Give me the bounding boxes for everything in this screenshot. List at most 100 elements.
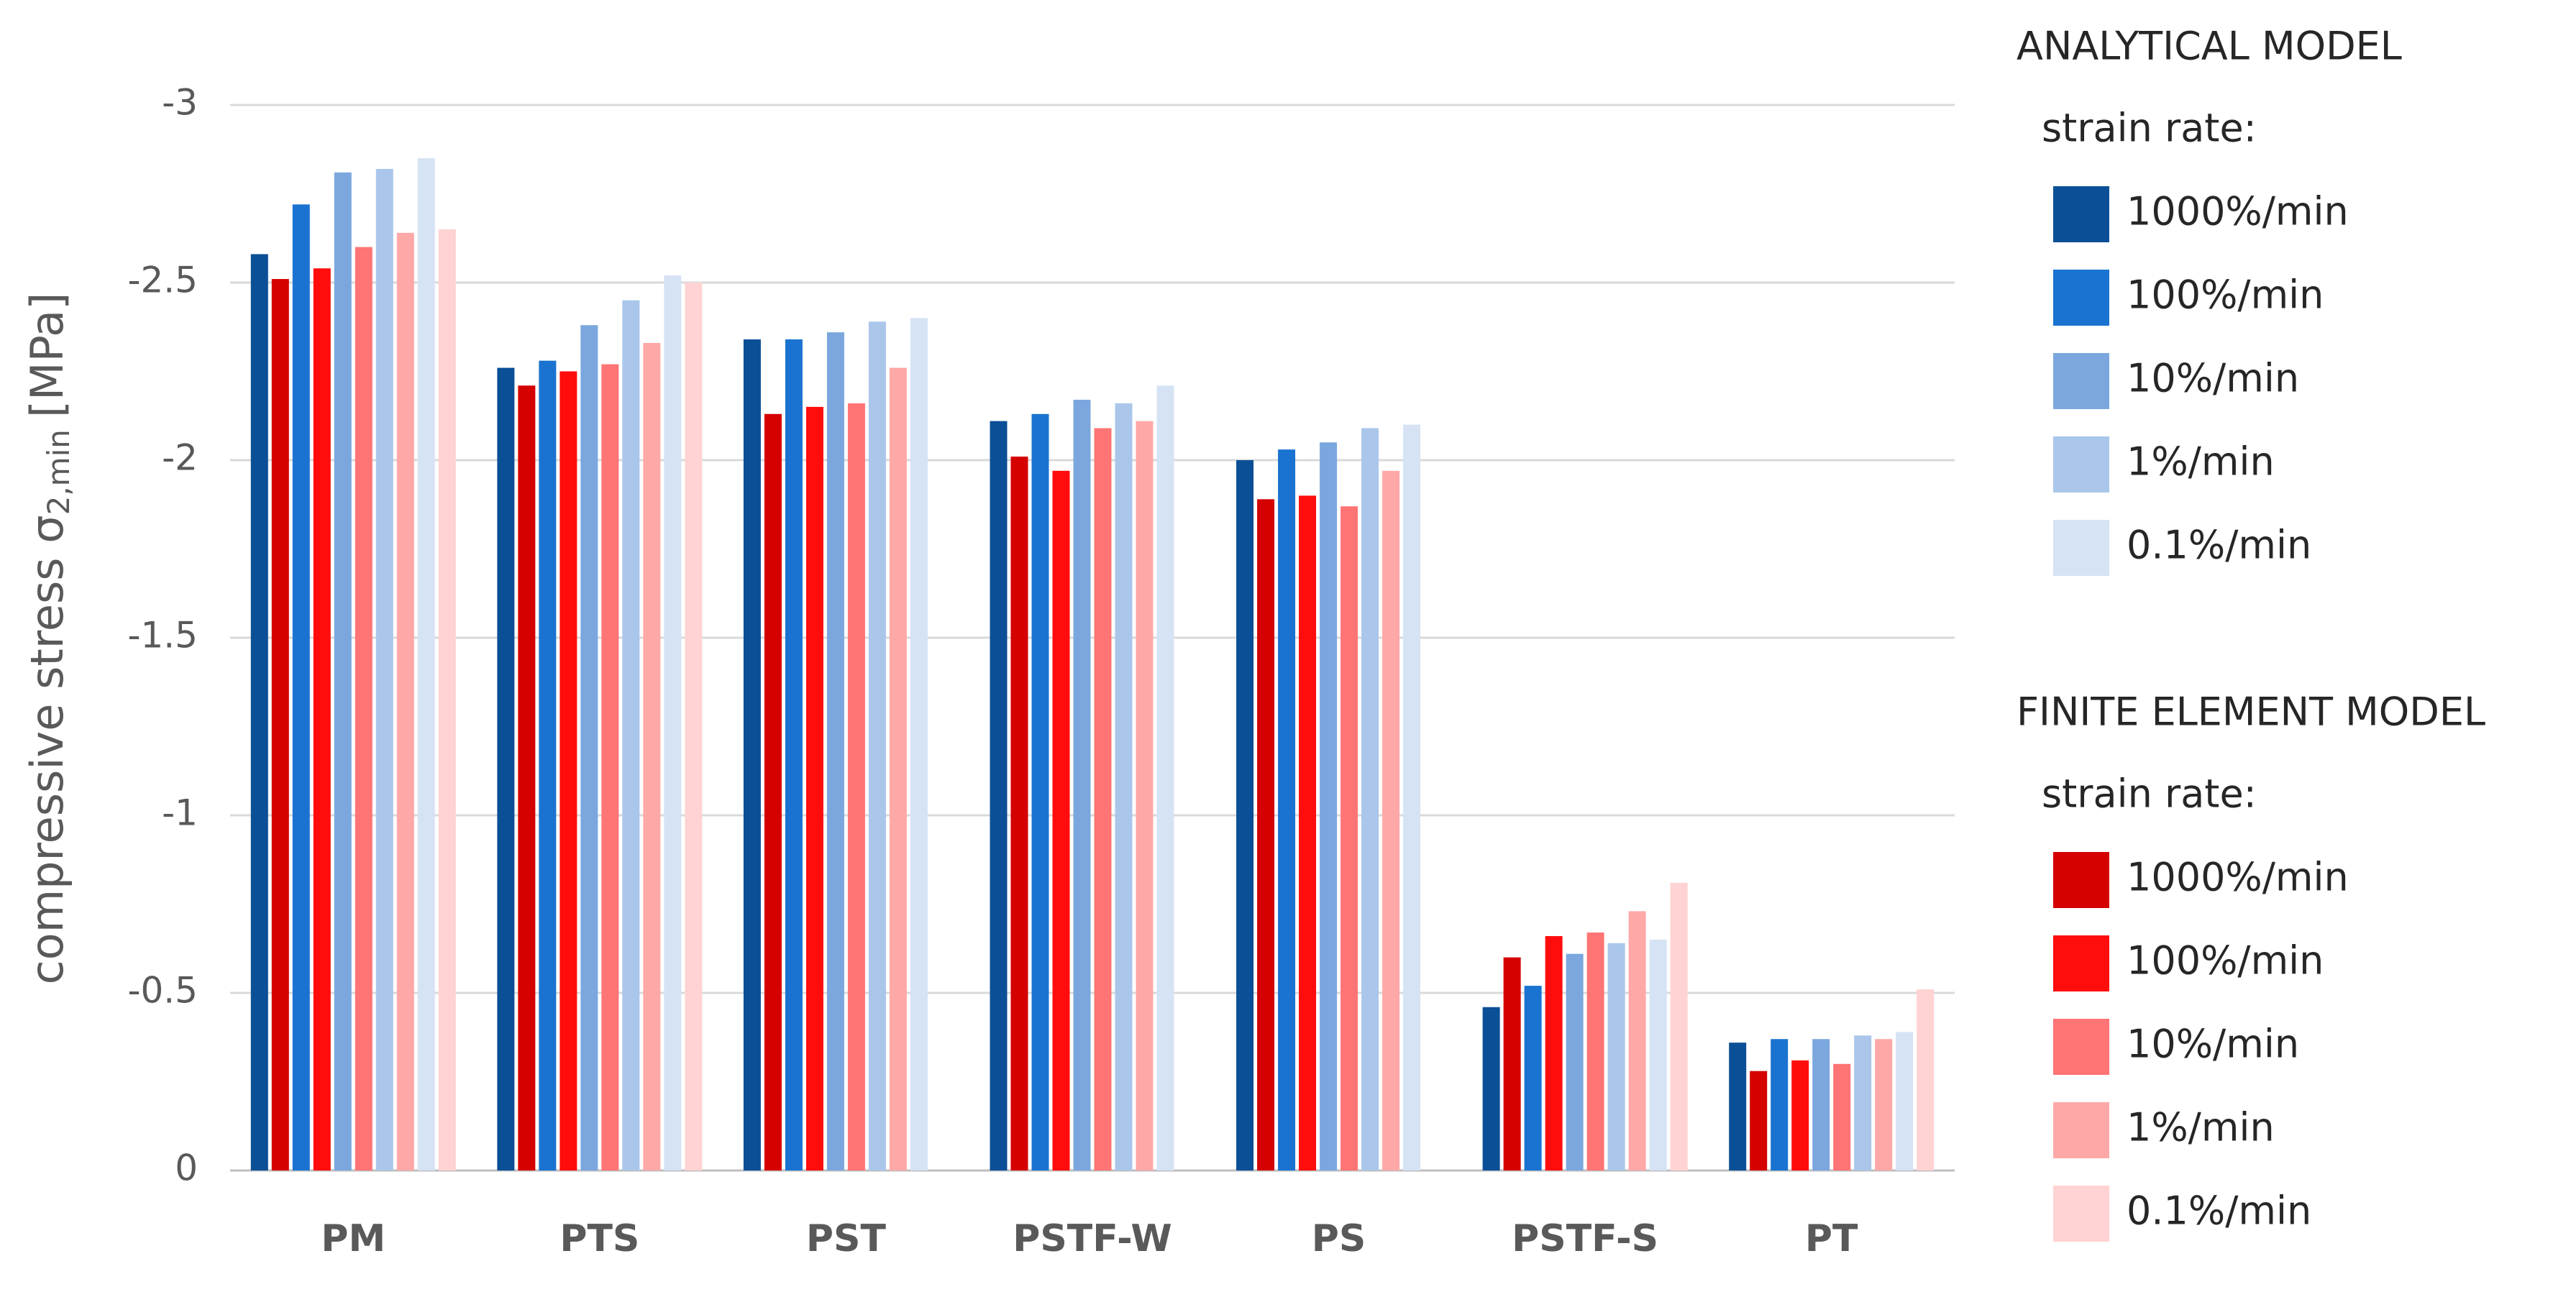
bar xyxy=(785,339,803,1170)
legend-subtitle: strain rate: xyxy=(2042,771,2257,817)
bar xyxy=(1403,424,1421,1170)
bar xyxy=(497,367,515,1170)
legend-swatch xyxy=(2053,1186,2109,1242)
bar xyxy=(990,421,1008,1171)
y-tick-label: 0 xyxy=(175,1147,198,1189)
bar xyxy=(685,283,703,1170)
bar xyxy=(868,321,886,1171)
legend-swatch xyxy=(2053,520,2109,576)
bar xyxy=(1052,470,1070,1170)
bar xyxy=(1875,1039,1893,1170)
bar xyxy=(1257,499,1275,1170)
legend-swatch xyxy=(2053,353,2109,409)
bar xyxy=(1729,1043,1747,1170)
y-tick-label: -2.5 xyxy=(127,260,198,301)
bar xyxy=(334,172,352,1171)
bar xyxy=(417,158,435,1171)
y-tick-label: -0.5 xyxy=(127,970,198,1012)
legend-label: 1%/min xyxy=(2127,439,2275,485)
y-tick-label: -3 xyxy=(162,82,198,124)
bar xyxy=(601,364,619,1170)
bar xyxy=(1812,1039,1830,1170)
bar xyxy=(1607,943,1625,1170)
legend-swatch xyxy=(2053,270,2109,326)
legend-swatch xyxy=(2053,436,2109,492)
y-tick-label: -1 xyxy=(162,792,198,834)
bar xyxy=(1299,495,1317,1170)
bar xyxy=(1010,457,1028,1170)
bar xyxy=(643,342,661,1171)
bar xyxy=(1320,442,1338,1170)
bar xyxy=(1896,1032,1914,1170)
bar xyxy=(1854,1035,1872,1170)
bar xyxy=(1586,933,1604,1170)
x-tick-label: PS xyxy=(1312,1217,1366,1260)
bar xyxy=(1628,911,1646,1170)
legend-swatch xyxy=(2053,186,2109,242)
y-axis-label-subscript: 2,min xyxy=(41,429,76,515)
y-axis-label: compressive stress σ2,min [MPa] xyxy=(21,293,76,985)
legend-label: 0.1%/min xyxy=(2127,1188,2311,1234)
legend-label: 10%/min xyxy=(2127,1022,2299,1067)
bar xyxy=(1031,413,1049,1170)
bar xyxy=(1524,986,1542,1170)
legend-title: ANALYTICAL MODEL xyxy=(2017,24,2402,69)
x-tick-label: PSTF-S xyxy=(1512,1217,1658,1260)
bar xyxy=(664,275,682,1170)
bar xyxy=(1503,957,1521,1170)
bar xyxy=(1482,1007,1500,1170)
legend-title: FINITE ELEMENT MODEL xyxy=(2017,689,2485,735)
bar xyxy=(1136,421,1154,1171)
legend-label: 0.1%/min xyxy=(2127,523,2311,568)
bar xyxy=(1073,400,1091,1170)
bar xyxy=(889,367,907,1170)
bar xyxy=(764,413,782,1170)
bar xyxy=(622,300,640,1171)
y-axis-label-unit: [MPa] xyxy=(21,293,73,418)
bar xyxy=(910,318,928,1170)
x-tick-label: PSTF-W xyxy=(1013,1217,1172,1260)
bar xyxy=(559,371,577,1170)
bar xyxy=(292,204,310,1170)
bar xyxy=(539,360,557,1171)
bar xyxy=(1382,470,1400,1170)
legend-label: 100%/min xyxy=(2127,272,2324,318)
legend-label: 1%/min xyxy=(2127,1105,2275,1150)
bar xyxy=(1340,506,1358,1170)
bar xyxy=(1361,428,1379,1170)
bar xyxy=(1833,1063,1851,1170)
bar xyxy=(1670,882,1688,1170)
bar xyxy=(743,339,761,1170)
x-tick-label: PTS xyxy=(559,1217,639,1260)
bar xyxy=(375,168,393,1170)
bar xyxy=(396,232,414,1171)
legend-subtitle: strain rate: xyxy=(2042,106,2257,151)
bar xyxy=(250,254,268,1171)
x-tick-label: PST xyxy=(806,1217,887,1260)
bar xyxy=(1791,1060,1809,1170)
bar xyxy=(1156,385,1174,1170)
bar xyxy=(1278,449,1296,1170)
legend-swatch xyxy=(2053,852,2109,908)
y-tick-label: -2 xyxy=(162,437,198,479)
bar xyxy=(1649,939,1667,1170)
bar xyxy=(826,332,844,1170)
bar xyxy=(1566,953,1584,1170)
bar xyxy=(271,279,289,1170)
legend-swatch xyxy=(2053,1019,2109,1075)
bar xyxy=(847,403,865,1171)
legend-swatch xyxy=(2053,1102,2109,1158)
legend-label: 1000%/min xyxy=(2127,189,2349,234)
bar xyxy=(805,406,823,1170)
legend-label: 100%/min xyxy=(2127,938,2324,984)
bar xyxy=(1771,1039,1789,1170)
bar xyxy=(1750,1071,1768,1170)
bar xyxy=(438,229,456,1170)
legend-label: 1000%/min xyxy=(2127,855,2349,900)
bar xyxy=(1236,460,1254,1170)
x-tick-label: PT xyxy=(1805,1217,1858,1260)
bar xyxy=(355,247,373,1171)
bar xyxy=(313,268,331,1170)
bar xyxy=(1545,935,1563,1170)
